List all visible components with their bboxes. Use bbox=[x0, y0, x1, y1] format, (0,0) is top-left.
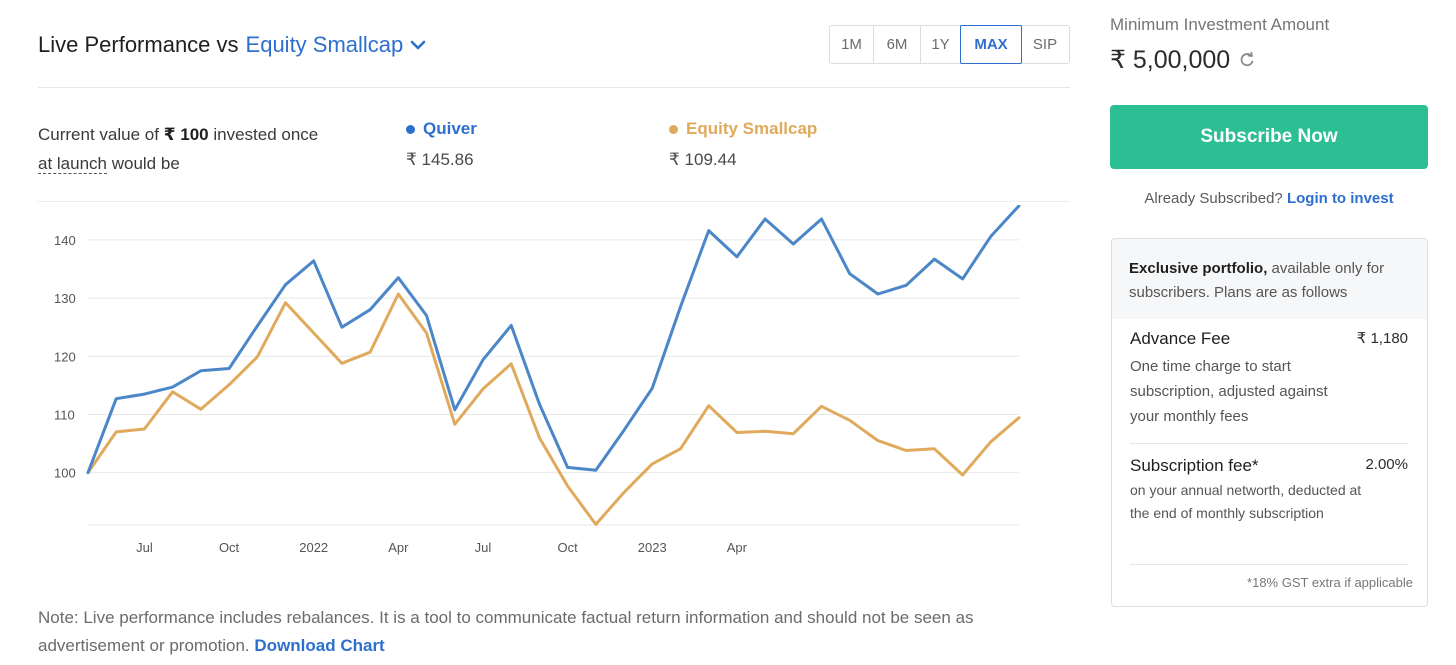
y-axis-ticks: 100 110 120 130 140 bbox=[54, 233, 76, 481]
plans-card: Exclusive portfolio, available only for … bbox=[1111, 238, 1428, 607]
chart-title: Live Performance vs Equity Smallcap bbox=[38, 32, 427, 58]
current-value-text: Current value of ₹ 100 invested once at … bbox=[38, 120, 318, 178]
x-axis-ticks: Jul Oct 2022 Apr Jul Oct 2023 Apr bbox=[136, 540, 748, 555]
cv-amount: ₹ 100 bbox=[163, 125, 209, 144]
legend-quiver-name: Quiver bbox=[423, 119, 477, 138]
min-investment-amount: ₹ 5,00,000 bbox=[1110, 46, 1231, 74]
plans-header-bold: Exclusive portfolio, bbox=[1129, 260, 1268, 277]
login-to-invest-link[interactable]: Login to invest bbox=[1286, 190, 1394, 207]
title-prefix: Live Performance vs bbox=[38, 32, 239, 57]
x-tick-label: Oct bbox=[219, 540, 240, 555]
y-tick-label: 110 bbox=[54, 407, 75, 422]
gst-note: *18% GST extra if applicable bbox=[1247, 575, 1413, 590]
quiver-value: ₹ 145.86 bbox=[406, 150, 474, 169]
plan-description: One time charge to start subscription, a… bbox=[1130, 358, 1328, 425]
range-tab-sip[interactable]: SIP bbox=[1032, 36, 1058, 53]
x-tick-label: 2023 bbox=[638, 540, 667, 555]
x-tick-label: Oct bbox=[557, 540, 578, 555]
grid-lines bbox=[88, 239, 1019, 526]
min-investment-label: Minimum Investment Amount bbox=[1110, 15, 1330, 34]
y-tick-label: 120 bbox=[54, 349, 76, 364]
y-tick-label: 140 bbox=[54, 233, 76, 248]
legend-dot-icon bbox=[406, 124, 415, 134]
plan-description: on your annual networth, deducted at the… bbox=[1130, 482, 1362, 521]
range-tab-6m[interactable]: 6M bbox=[874, 26, 921, 63]
cv-text-part: Current value of bbox=[38, 125, 164, 144]
legend-quiver: Quiver bbox=[406, 119, 477, 139]
y-tick-label: 100 bbox=[54, 466, 76, 481]
benchmark-selector[interactable]: Equity Smallcap bbox=[245, 32, 404, 57]
plan-advance-fee: Advance Fee ₹ 1,180 One time charge to s… bbox=[1130, 329, 1408, 429]
cv-text-part: would be bbox=[107, 154, 180, 173]
chevron-down-icon[interactable] bbox=[409, 36, 427, 54]
cv-text-part: invested once bbox=[208, 125, 319, 144]
plan-divider bbox=[1130, 564, 1408, 565]
series-lines bbox=[86, 205, 1021, 526]
download-chart-link[interactable]: Download Chart bbox=[254, 636, 385, 655]
plan-title: Subscription fee* bbox=[1130, 456, 1259, 475]
legend-benchmark: Equity Smallcap bbox=[669, 119, 817, 139]
x-tick-label: Apr bbox=[388, 540, 409, 555]
time-range-tabs: 1M 6M 1Y MAX SIP bbox=[829, 25, 1070, 64]
at-launch-tooltip[interactable]: at launch bbox=[38, 154, 107, 174]
min-investment-value: ₹ 5,00,000 bbox=[1110, 45, 1256, 75]
plan-price: 2.00% bbox=[1365, 456, 1408, 473]
plan-divider bbox=[1130, 443, 1408, 444]
plans-header-text: available only for subscribers. Plans ar… bbox=[1129, 260, 1385, 301]
disclaimer-note: Note: Live performance includes rebalanc… bbox=[38, 604, 1048, 660]
range-tab-1m[interactable]: 1M bbox=[830, 26, 874, 63]
plans-header: Exclusive portfolio, available only for … bbox=[1112, 239, 1427, 319]
series-line-equity-smallcap[interactable] bbox=[86, 292, 1021, 526]
refresh-icon[interactable] bbox=[1238, 51, 1256, 69]
x-tick-label: Jul bbox=[136, 540, 153, 555]
x-tick-label: 2022 bbox=[299, 540, 328, 555]
already-subscribed-text: Already Subscribed? bbox=[1144, 190, 1283, 207]
range-tab-max[interactable]: MAX bbox=[960, 25, 1022, 64]
x-tick-label: Jul bbox=[475, 540, 492, 555]
legend-benchmark-name: Equity Smallcap bbox=[686, 119, 818, 138]
already-subscribed: Already Subscribed? Login to invest bbox=[1110, 190, 1428, 207]
y-tick-label: 130 bbox=[54, 291, 76, 306]
note-text: Note: Live performance includes rebalanc… bbox=[38, 608, 974, 655]
summary-divider bbox=[38, 201, 1070, 202]
series-line-quiver[interactable] bbox=[86, 205, 1021, 475]
performance-chart[interactable]: 100 110 120 130 140 Jul Oct 2022 Apr Jul Oct 2023 A… bbox=[38, 205, 1038, 570]
plan-title: Advance Fee bbox=[1130, 329, 1231, 348]
plan-price: ₹ 1,180 bbox=[1356, 330, 1408, 347]
header-divider bbox=[38, 87, 1070, 88]
subscribe-now-button[interactable]: Subscribe Now bbox=[1110, 105, 1428, 169]
range-tab-1y[interactable]: 1Y bbox=[921, 26, 961, 63]
plan-subscription-fee: Subscription fee* 2.00% on your annual n… bbox=[1130, 456, 1408, 525]
legend-dot-icon bbox=[669, 124, 678, 134]
benchmark-value: ₹ 109.44 bbox=[669, 150, 737, 169]
x-tick-label: Apr bbox=[727, 540, 748, 555]
